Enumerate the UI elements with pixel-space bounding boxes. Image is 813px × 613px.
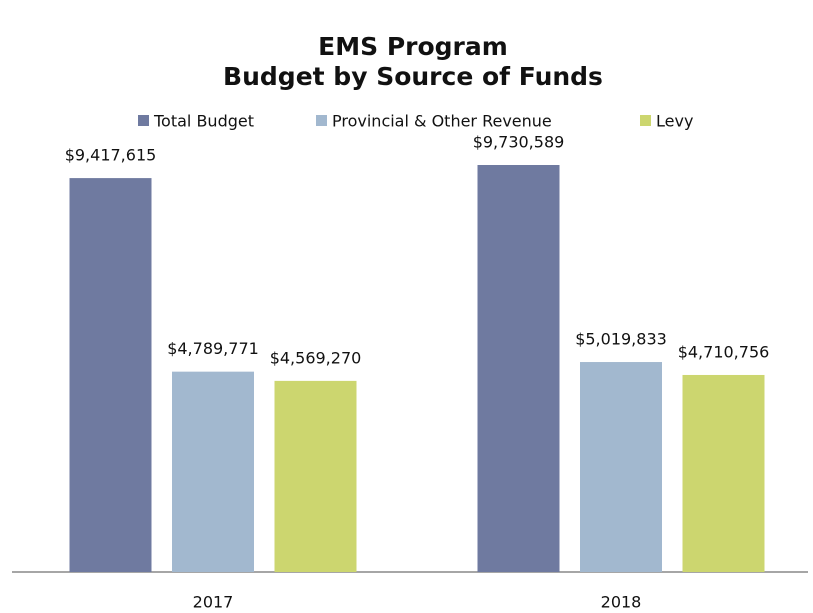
legend-swatch	[316, 115, 327, 126]
legend-label: Provincial & Other Revenue	[332, 112, 552, 131]
bar	[682, 374, 765, 572]
x-tick-label: 2017	[193, 593, 234, 612]
legend-label: Total Budget	[153, 112, 254, 131]
data-label: $9,417,615	[65, 146, 157, 165]
bar	[172, 371, 254, 572]
bar	[274, 380, 357, 572]
chart-title: EMS Program	[318, 32, 508, 61]
legend-swatch	[640, 115, 651, 126]
data-label: $5,019,833	[575, 330, 667, 349]
x-tick-label: 2018	[601, 593, 642, 612]
data-label: $4,710,756	[678, 342, 770, 361]
bar	[580, 362, 662, 572]
data-label: $9,730,589	[473, 133, 565, 152]
data-label: $4,569,270	[270, 348, 362, 367]
data-label: $4,789,771	[167, 339, 259, 358]
bar	[69, 178, 152, 573]
legend-label: Levy	[656, 112, 693, 131]
bar	[477, 165, 560, 572]
chart-subtitle: Budget by Source of Funds	[223, 62, 603, 91]
legend-swatch	[138, 115, 149, 126]
